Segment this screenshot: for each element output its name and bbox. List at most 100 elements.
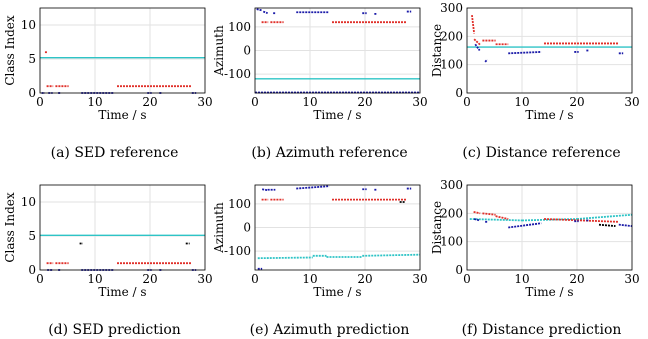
x-tick-label: 0	[36, 272, 44, 286]
data-track	[521, 218, 578, 222]
panel-caption: (f) Distance prediction	[462, 322, 622, 338]
x-tick-label: 10	[302, 272, 317, 286]
x-tick-label: 20	[569, 95, 584, 109]
data-track	[296, 185, 330, 190]
data-track	[362, 253, 421, 257]
x-axis-label: Time / s	[525, 108, 573, 122]
x-axis-label: Time / s	[98, 285, 146, 299]
series-cyan-0	[469, 213, 633, 222]
series-blue-2	[473, 218, 633, 229]
data-track	[471, 14, 476, 34]
data-track	[473, 38, 481, 46]
data-track	[257, 256, 313, 260]
x-tick-label: 30	[412, 272, 427, 286]
series-blue-2	[256, 8, 412, 15]
data-track	[469, 218, 523, 222]
y-tick-label: 200	[440, 29, 463, 43]
y-tick-label: 10	[21, 18, 36, 32]
x-axis-label: Time / s	[313, 108, 361, 122]
series-cyan-0	[257, 253, 421, 260]
series-black-3	[598, 223, 616, 227]
plot-frame	[39, 184, 206, 271]
y-tick-label: 0	[243, 221, 251, 235]
y-tick-label: 300	[440, 178, 463, 192]
series-blue-2	[257, 185, 412, 270]
data-track	[508, 222, 542, 229]
x-axis-label: Time / s	[313, 285, 361, 299]
x-axis-label: Time / s	[98, 108, 146, 122]
panel-caption: (b) Azimuth reference	[251, 145, 407, 161]
y-tick-label: 100	[228, 197, 251, 211]
y-axis-label: Class Index	[3, 192, 17, 263]
x-tick-label: 0	[251, 95, 259, 109]
x-tick-label: 10	[514, 272, 529, 286]
data-track	[598, 223, 616, 227]
y-tick-label: 10	[21, 195, 36, 209]
x-tick-label: 10	[87, 272, 102, 286]
x-tick-label: 20	[569, 272, 584, 286]
plot-frame	[254, 184, 421, 271]
series-blue-2	[474, 43, 624, 63]
y-tick-label: 0	[455, 86, 463, 100]
x-tick-label: 30	[197, 272, 212, 286]
y-tick-label: 100	[440, 235, 463, 249]
y-axis-label: Distance	[430, 24, 444, 77]
x-tick-label: 30	[412, 95, 427, 109]
panel-caption: (e) Azimuth prediction	[250, 322, 410, 338]
data-track	[473, 211, 481, 215]
y-tick-label: 100	[440, 58, 463, 72]
y-tick-label: 0	[28, 263, 36, 277]
x-tick-label: 0	[463, 95, 471, 109]
y-tick-label: -100	[224, 244, 251, 258]
y-tick-label: 200	[440, 206, 463, 220]
y-axis-label: Distance	[430, 201, 444, 254]
y-axis-label: Azimuth	[212, 202, 226, 254]
panel-caption: (c) Distance reference	[462, 145, 620, 161]
plot-frame	[39, 7, 206, 94]
data-track	[473, 218, 480, 222]
x-tick-label: 20	[142, 95, 157, 109]
x-tick-label: 20	[142, 272, 157, 286]
series-red-1	[44, 51, 192, 88]
data-track	[508, 51, 542, 55]
y-tick-label: 300	[440, 1, 463, 15]
y-tick-label: 5	[28, 229, 36, 243]
data-track	[482, 212, 496, 216]
x-tick-label: 10	[514, 95, 529, 109]
y-tick-label: 0	[28, 86, 36, 100]
y-tick-label: 0	[455, 263, 463, 277]
x-tick-label: 20	[357, 272, 372, 286]
data-track	[256, 8, 263, 12]
data-track	[576, 213, 633, 220]
y-tick-label: 100	[228, 20, 251, 34]
x-tick-label: 0	[463, 272, 471, 286]
x-tick-label: 10	[302, 95, 317, 109]
x-tick-label: 30	[624, 272, 639, 286]
data-track	[495, 215, 509, 220]
data-track	[474, 43, 481, 52]
y-tick-label: -100	[224, 67, 251, 81]
data-track	[543, 218, 619, 223]
data-track	[484, 58, 488, 63]
x-tick-label: 0	[251, 272, 259, 286]
y-axis-label: Azimuth	[212, 25, 226, 77]
x-tick-label: 10	[87, 95, 102, 109]
data-track	[262, 10, 268, 15]
plot-frame	[466, 184, 633, 271]
data-track	[261, 188, 268, 192]
series-red-1	[471, 14, 619, 46]
x-tick-label: 0	[36, 95, 44, 109]
x-tick-label: 30	[624, 95, 639, 109]
y-tick-label: 5	[28, 52, 36, 66]
series-red-1	[473, 211, 619, 223]
x-tick-label: 30	[197, 95, 212, 109]
y-axis-label: Class Index	[3, 15, 17, 86]
plot-frame	[466, 7, 633, 94]
panel-caption: (d) SED prediction	[48, 322, 181, 338]
